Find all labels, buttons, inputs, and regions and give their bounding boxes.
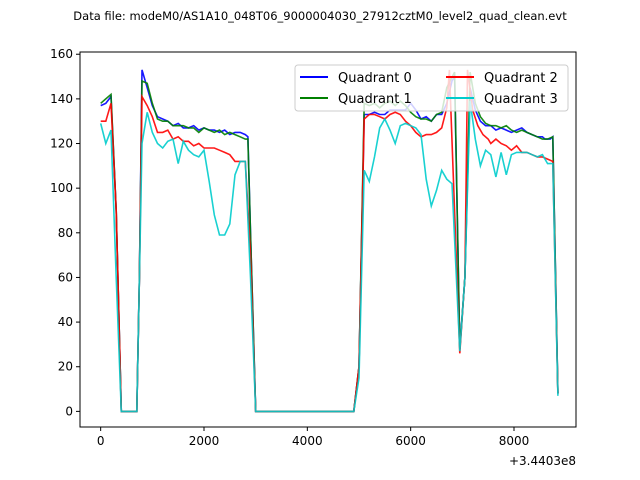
legend-label: Quadrant 0 <box>338 71 412 86</box>
y-axis: 0 20 40 60 80 100 120 140 160 <box>50 47 80 418</box>
x-offset-label: +3.4403e8 <box>509 454 576 468</box>
plot-frame <box>79 51 577 428</box>
x-tick-label: 8000 <box>499 434 530 448</box>
series-layer <box>99 69 559 413</box>
legend-box <box>294 64 569 112</box>
chart-title: Data file: modeM0/AS1A10_048T06_90000040… <box>73 9 567 23</box>
series-line-quadrant-1 <box>100 71 559 413</box>
series-line-quadrant-0 <box>100 69 559 413</box>
legend-label: Quadrant 3 <box>484 92 558 107</box>
legend-label: Quadrant 2 <box>484 71 558 86</box>
y-tick-label: 120 <box>50 137 73 151</box>
y-tick-label: 40 <box>58 315 73 329</box>
x-tick-label: 6000 <box>395 434 426 448</box>
y-tick-label: 0 <box>65 404 73 418</box>
legend: Quadrant 0 Quadrant 1 Quadrant 2 Quadrant 3 <box>294 64 569 112</box>
y-tick-label: 100 <box>50 181 73 195</box>
y-tick-label: 80 <box>58 226 73 240</box>
y-tick-label: 60 <box>58 270 73 284</box>
y-tick-label: 160 <box>50 47 73 61</box>
x-tick-label: 4000 <box>292 434 323 448</box>
series-line-quadrant-3 <box>99 100 559 413</box>
y-tick-label: 140 <box>50 92 73 106</box>
x-tick-label: 0 <box>97 434 105 448</box>
y-tick-label: 20 <box>58 360 73 374</box>
x-axis: 0 2000 4000 6000 8000 <box>97 427 529 448</box>
legend-label: Quadrant 1 <box>338 92 412 107</box>
x-tick-label: 2000 <box>189 434 220 448</box>
series-line-quadrant-2 <box>100 69 559 413</box>
